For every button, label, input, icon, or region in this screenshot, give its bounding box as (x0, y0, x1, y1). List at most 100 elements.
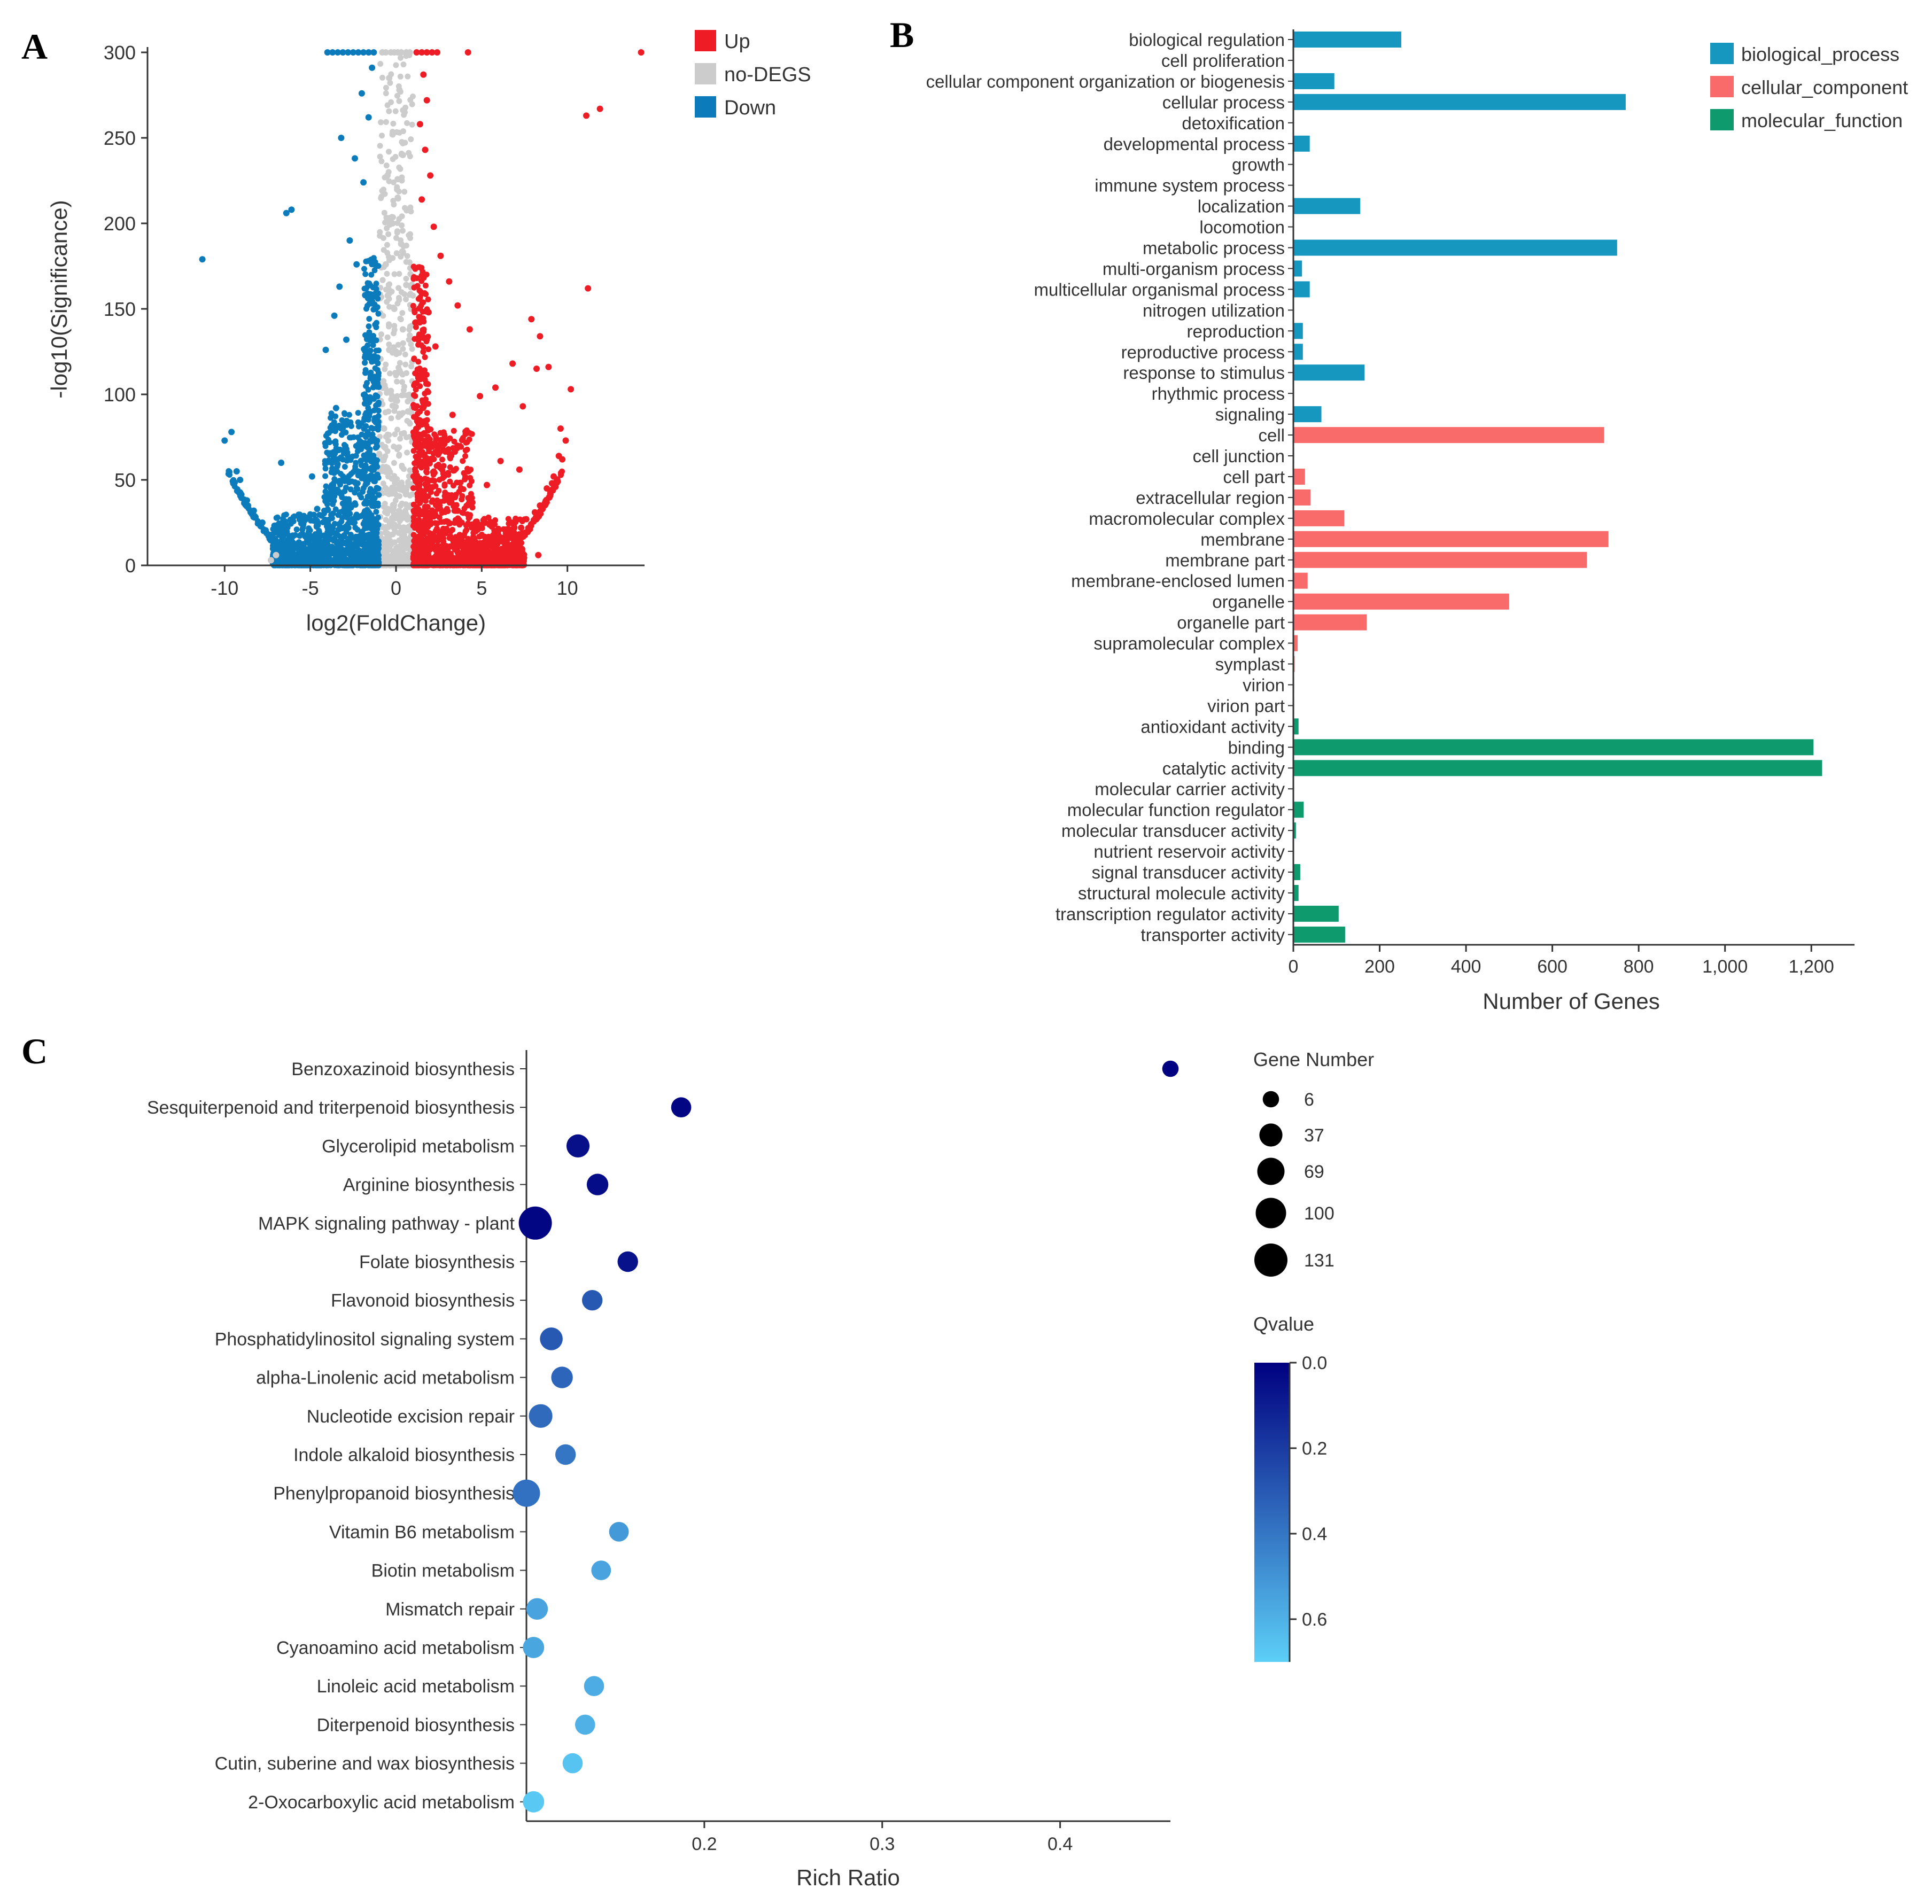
volcano-point-up (447, 464, 453, 470)
volcano-point-nodeg (386, 296, 392, 302)
kegg-bubble-nucleotide-excision-repair (529, 1404, 553, 1428)
kegg-bubble-cyanoamino-acid-metabolism (523, 1637, 545, 1658)
volcano-point-up (559, 456, 566, 463)
volcano-point-up (510, 545, 517, 551)
volcano-point-up (423, 97, 430, 104)
volcano-point-up (453, 465, 459, 472)
volcano-point-down (366, 407, 373, 414)
volcano-point-nodeg (382, 558, 389, 564)
volcano-point-down (365, 473, 371, 480)
volcano-point-down (322, 473, 329, 479)
volcano-point-up (464, 49, 471, 56)
legend-label-no-degs: no-DEGS (724, 64, 811, 86)
volcano-point-down (345, 452, 351, 458)
volcano-point-nodeg (406, 49, 413, 56)
volcano-point-down (369, 526, 375, 532)
volcano-point-up (418, 278, 425, 284)
go-bar-response-to-stimulus (1293, 364, 1365, 381)
kegg-x-label: Rich Ratio (796, 1865, 900, 1890)
volcano-point-down (366, 323, 372, 330)
volcano-point-down (376, 399, 382, 406)
go-category-label: organelle part (1177, 613, 1285, 633)
volcano-point-nodeg (395, 285, 402, 291)
volcano-point-down (283, 549, 290, 555)
volcano-x-tick-label: -10 (211, 577, 238, 599)
volcano-point-down (367, 537, 374, 543)
volcano-point-up (416, 517, 422, 523)
volcano-point-up (413, 386, 419, 393)
volcano-point-down (339, 417, 345, 423)
volcano-point-up (503, 548, 509, 554)
go-bar-molecular-function-regulator (1293, 802, 1304, 818)
volcano-point-up (417, 561, 424, 568)
go-category-label: reproductive process (1121, 342, 1285, 362)
volcano-point-up (505, 533, 511, 539)
volcano-point-up (431, 555, 437, 561)
go-bar-signaling (1293, 406, 1322, 423)
volcano-point-up (413, 324, 419, 330)
volcano-point-up (547, 493, 554, 499)
volcano-point-up (417, 383, 423, 390)
volcano-point-up (472, 518, 479, 525)
volcano-point-up (423, 396, 429, 402)
volcano-point-up (531, 509, 538, 516)
volcano-point-down (356, 438, 363, 444)
kegg-bubble-folate-biosynthesis (617, 1251, 638, 1272)
go-bar-cellular-component-organization-or-biogenesis (1293, 73, 1334, 89)
volcano-point-nodeg (379, 188, 385, 194)
volcano-point-up (513, 515, 519, 522)
volcano-point-up (415, 296, 422, 302)
go-bar-extracellular-region (1293, 489, 1311, 506)
volcano-point-down (372, 358, 378, 364)
kegg-pathway-label: MAPK signaling pathway - plant (258, 1214, 515, 1234)
volcano-point-nodeg (402, 139, 408, 146)
volcano-point-nodeg (383, 517, 389, 523)
panel-letter-b: B (890, 14, 914, 55)
volcano-point-nodeg (384, 242, 390, 248)
volcano-point-up (413, 469, 419, 475)
volcano-point-up (489, 557, 495, 563)
volcano-point-nodeg (391, 330, 397, 337)
volcano-point-up (523, 516, 530, 523)
volcano-point-down (324, 523, 330, 530)
go-category-label: membrane part (1165, 550, 1285, 570)
go-category-label: virion (1243, 675, 1285, 695)
volcano-point-up (414, 485, 421, 491)
volcano-point-up (412, 434, 417, 441)
volcano-point-down (329, 482, 335, 488)
volcano-point-up (482, 547, 488, 554)
volcano-point-down (322, 465, 329, 472)
volcano-point-down (367, 293, 374, 299)
volcano-point-down (228, 429, 235, 436)
volcano-point-nodeg (409, 101, 415, 107)
volcano-point-nodeg (394, 228, 400, 235)
volcano-point-nodeg (400, 371, 406, 378)
volcano-point-up (422, 418, 428, 424)
volcano-point-down (338, 432, 345, 438)
volcano-point-up (460, 547, 467, 554)
volcano-point-down (332, 428, 338, 434)
volcano-point-down (300, 543, 307, 550)
volcano-point-up (447, 520, 453, 526)
go-category-label: cellular process (1162, 92, 1285, 112)
volcano-point-up (437, 449, 443, 455)
volcano-point-up (427, 172, 434, 179)
volcano-point-up (414, 366, 421, 372)
volcano-point-up (537, 333, 544, 340)
go-bar-metabolic-process (1293, 239, 1617, 256)
volcano-point-down (356, 492, 363, 498)
volcano-y-tick-label: 50 (114, 469, 136, 491)
volcano-point-nodeg (399, 548, 405, 555)
gene-number-legend-circle (1254, 1244, 1287, 1277)
volcano-point-up (511, 524, 518, 531)
volcano-point-nodeg (386, 346, 393, 353)
volcano-point-nodeg (392, 553, 399, 559)
volcano-point-up (414, 371, 421, 378)
volcano-point-down (361, 426, 367, 432)
volcano-point-nodeg (399, 152, 406, 158)
volcano-point-up (470, 548, 477, 555)
volcano-point-down (314, 536, 320, 542)
volcano-point-nodeg (404, 418, 410, 424)
panel-letter-c: C (21, 1031, 48, 1071)
volcano-point-up (411, 274, 417, 280)
